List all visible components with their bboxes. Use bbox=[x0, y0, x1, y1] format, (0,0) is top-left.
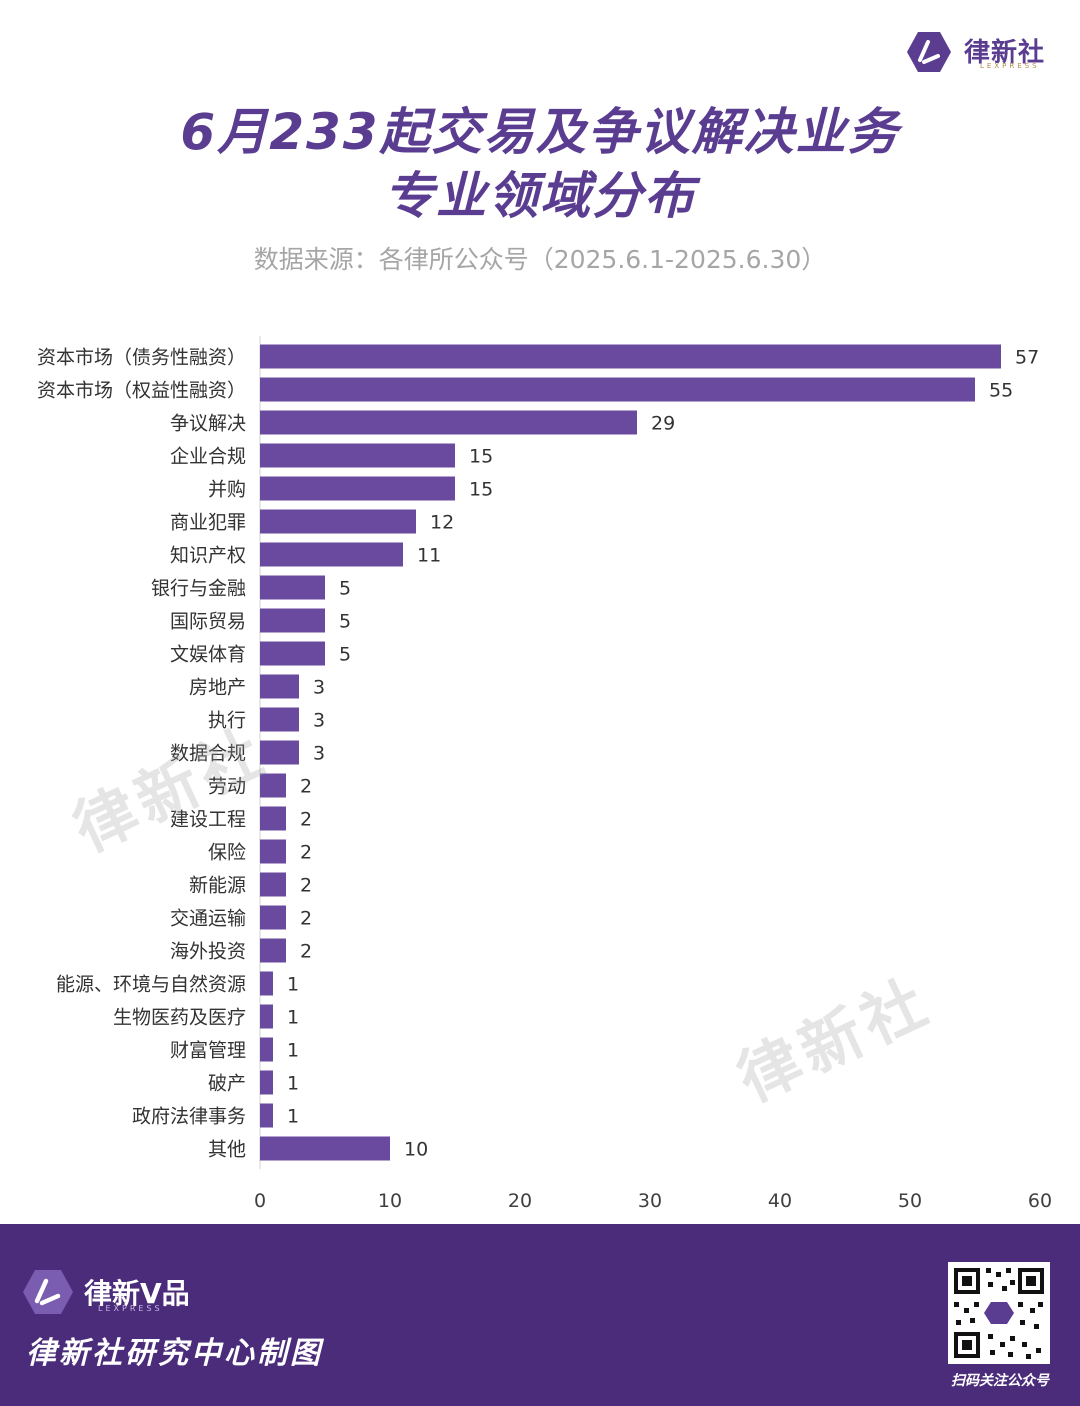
data-label: 2 bbox=[300, 908, 312, 930]
bar bbox=[260, 1070, 273, 1095]
category-label: 其他 bbox=[208, 1139, 246, 1161]
category-label: 劳动 bbox=[208, 776, 246, 798]
data-label: 3 bbox=[313, 677, 325, 699]
data-label: 1 bbox=[287, 1073, 299, 1095]
bar bbox=[260, 1103, 273, 1128]
data-label: 12 bbox=[430, 512, 454, 534]
data-label: 5 bbox=[339, 578, 351, 600]
data-label: 3 bbox=[313, 710, 325, 732]
footer-credit: 律新社研究中心制图 bbox=[26, 1336, 323, 1371]
data-label: 2 bbox=[300, 941, 312, 963]
bar bbox=[260, 905, 286, 930]
data-label: 15 bbox=[469, 479, 493, 501]
category-label: 保险 bbox=[208, 842, 246, 864]
bar bbox=[260, 542, 403, 567]
x-tick-label: 40 bbox=[768, 1190, 792, 1210]
bar bbox=[260, 575, 325, 600]
x-tick-label: 0 bbox=[254, 1190, 266, 1210]
category-label: 数据合规 bbox=[170, 743, 246, 765]
category-label: 国际贸易 bbox=[170, 611, 246, 633]
brand-subtitle: LEXPRESS bbox=[980, 62, 1040, 70]
bar bbox=[260, 773, 286, 798]
brand-hexagon-icon bbox=[23, 1270, 73, 1314]
bar bbox=[260, 839, 286, 864]
data-label: 5 bbox=[339, 611, 351, 633]
qr-code-icon[interactable] bbox=[948, 1262, 1050, 1364]
data-label: 1 bbox=[287, 1007, 299, 1029]
x-tick-label: 20 bbox=[508, 1190, 532, 1210]
data-label: 1 bbox=[287, 974, 299, 996]
data-source: 数据来源：各律所公众号（2025.6.1-2025.6.30） bbox=[253, 245, 827, 274]
category-label: 商业犯罪 bbox=[170, 512, 246, 534]
data-label: 2 bbox=[300, 842, 312, 864]
bar bbox=[260, 509, 416, 534]
data-label: 1 bbox=[287, 1106, 299, 1128]
data-label: 10 bbox=[404, 1139, 428, 1161]
category-label: 房地产 bbox=[189, 677, 246, 699]
bar bbox=[260, 1037, 273, 1062]
bar bbox=[260, 872, 286, 897]
bar bbox=[260, 971, 273, 996]
bar bbox=[260, 1004, 273, 1029]
bar bbox=[260, 1136, 390, 1161]
bar bbox=[260, 608, 325, 633]
data-label: 15 bbox=[469, 446, 493, 468]
bar bbox=[260, 410, 637, 435]
bar bbox=[260, 806, 286, 831]
x-tick-label: 30 bbox=[638, 1190, 662, 1210]
category-label: 政府法律事务 bbox=[132, 1106, 246, 1128]
data-label: 57 bbox=[1015, 347, 1039, 369]
x-tick-label: 10 bbox=[378, 1190, 402, 1210]
data-label: 3 bbox=[313, 743, 325, 765]
bar bbox=[260, 674, 299, 699]
qr-caption: 扫码关注公众号 bbox=[951, 1373, 1049, 1389]
category-label: 并购 bbox=[208, 479, 246, 501]
category-label: 银行与金融 bbox=[151, 578, 246, 600]
data-label: 5 bbox=[339, 644, 351, 666]
category-label: 资本市场（债务性融资） bbox=[37, 347, 246, 369]
category-label: 文娱体育 bbox=[170, 644, 246, 666]
category-label: 资本市场（权益性融资） bbox=[37, 380, 246, 402]
data-label: 11 bbox=[417, 545, 441, 567]
bar bbox=[260, 377, 975, 402]
category-label: 新能源 bbox=[189, 875, 246, 897]
footer-brand: 律新V品 bbox=[84, 1277, 190, 1310]
category-label: 争议解决 bbox=[170, 413, 246, 435]
category-label: 建设工程 bbox=[170, 809, 246, 831]
bar bbox=[260, 938, 286, 963]
category-label: 企业合规 bbox=[170, 446, 246, 468]
data-label: 55 bbox=[989, 380, 1013, 402]
data-label: 1 bbox=[287, 1040, 299, 1062]
chart-title-line2: 专业领域分布 bbox=[384, 167, 696, 225]
data-label: 2 bbox=[300, 776, 312, 798]
chart-title-line1: 6月233起交易及争议解决业务 bbox=[180, 103, 900, 161]
category-label: 海外投资 bbox=[170, 941, 246, 963]
brand-logo: 律新社 LEXPRESS bbox=[906, 28, 1056, 76]
data-label: 2 bbox=[300, 809, 312, 831]
category-label: 知识产权 bbox=[170, 545, 246, 567]
category-label: 破产 bbox=[208, 1073, 246, 1095]
bar bbox=[260, 707, 299, 732]
data-label: 2 bbox=[300, 875, 312, 897]
x-tick-label: 50 bbox=[898, 1190, 922, 1210]
bar bbox=[260, 476, 455, 501]
bar bbox=[260, 641, 325, 666]
category-label: 能源、环境与自然资源 bbox=[56, 974, 246, 996]
brand-hexagon-icon bbox=[907, 32, 951, 72]
footer: 律新V品 LEXPRESS 律新社研究中心制图 扫码关注公众号 bbox=[0, 1224, 1080, 1406]
brand-name: 律新社 bbox=[964, 38, 1046, 68]
data-label: 29 bbox=[651, 413, 675, 435]
x-tick-label: 60 bbox=[1028, 1190, 1052, 1210]
category-label: 财富管理 bbox=[170, 1040, 246, 1062]
bar bbox=[260, 344, 1001, 369]
bar bbox=[260, 740, 299, 765]
category-label: 执行 bbox=[208, 710, 246, 732]
bar bbox=[260, 443, 455, 468]
category-label: 生物医药及医疗 bbox=[113, 1007, 246, 1029]
footer-brand-subtitle: LEXPRESS bbox=[98, 1304, 163, 1313]
category-label: 交通运输 bbox=[170, 908, 246, 930]
